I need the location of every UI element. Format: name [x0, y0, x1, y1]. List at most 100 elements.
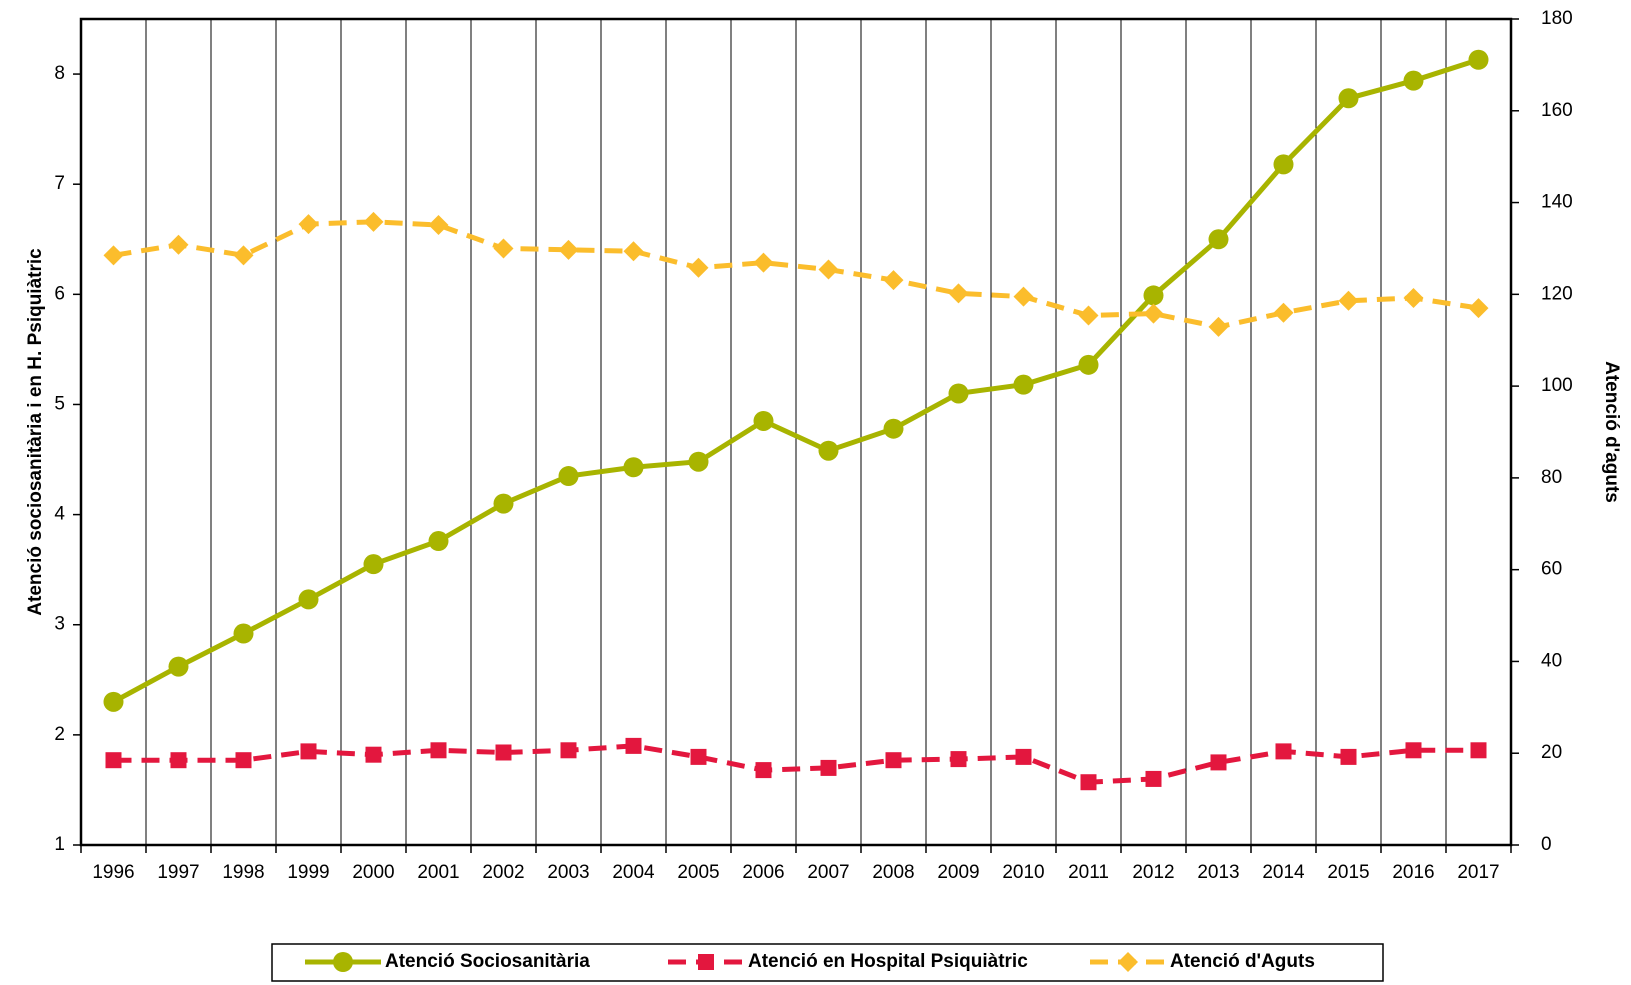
point [363, 554, 384, 575]
point [753, 252, 774, 273]
point [558, 239, 579, 260]
legend-marker [698, 954, 714, 970]
series-line [113, 219, 1479, 330]
x-tick-label: 1999 [287, 862, 329, 883]
point [233, 623, 254, 644]
x-tick-label: 2004 [612, 862, 655, 883]
x-tick-label: 2006 [742, 862, 784, 883]
y2-tick-label: 100 [1541, 375, 1573, 396]
x-tick-label: 1998 [222, 862, 264, 883]
point [493, 238, 514, 259]
y2-tick-label: 140 [1541, 192, 1573, 213]
point [1468, 49, 1489, 70]
point [883, 270, 904, 291]
y2-axis-title: Atenció d'aguts [1601, 361, 1622, 503]
y2-tick-label: 80 [1541, 467, 1562, 488]
x-tick-label: 2015 [1327, 862, 1369, 883]
point [1208, 229, 1229, 250]
point [1013, 374, 1034, 395]
y2-tick-label: 160 [1541, 100, 1573, 121]
series-line [112, 57, 1480, 705]
point [105, 752, 122, 769]
point [1015, 748, 1032, 765]
legend-marker [1118, 952, 1138, 972]
point [1013, 286, 1034, 307]
point [428, 215, 449, 236]
x-tick-label: 2010 [1002, 862, 1044, 883]
point [820, 759, 837, 776]
x-tick-label: 2017 [1457, 862, 1499, 883]
point [1273, 154, 1294, 175]
x-tick-label: 2012 [1132, 862, 1174, 883]
point [495, 744, 512, 761]
point [688, 451, 709, 472]
point [1275, 743, 1292, 760]
y-tick-label: 5 [54, 393, 65, 414]
point [623, 457, 644, 478]
point [818, 259, 839, 280]
point [560, 742, 577, 759]
y-tick-label: 6 [54, 283, 65, 304]
point [558, 466, 579, 487]
point [298, 589, 319, 610]
y-tick-label: 4 [54, 504, 65, 525]
x-tick-label: 2009 [937, 862, 979, 883]
point [1468, 298, 1489, 319]
point [755, 762, 772, 779]
point [818, 440, 839, 461]
point [1338, 88, 1359, 109]
point [235, 752, 252, 769]
point [950, 751, 967, 768]
legend-marker [333, 952, 353, 972]
point [1340, 748, 1357, 765]
point [428, 531, 449, 552]
legend-box [271, 943, 1384, 982]
point [1470, 742, 1487, 759]
point [1143, 285, 1164, 306]
y-tick-label: 8 [54, 63, 65, 84]
point [103, 691, 124, 712]
x-tick-label: 1997 [157, 862, 199, 883]
point [1143, 303, 1164, 324]
x-tick-label: 2011 [1068, 862, 1109, 883]
y2-tick-label: 120 [1541, 283, 1573, 304]
point [623, 241, 644, 262]
x-tick-label: 2013 [1197, 862, 1239, 883]
point [753, 410, 774, 431]
point [103, 245, 124, 266]
x-tick-label: 1996 [92, 862, 134, 883]
point [1145, 770, 1162, 787]
point [298, 214, 319, 235]
x-tick-label: 2014 [1262, 862, 1305, 883]
y2-tick-label: 20 [1541, 742, 1562, 763]
point [1338, 290, 1359, 311]
point [885, 752, 902, 769]
point [948, 383, 969, 404]
y2-tick-label: 180 [1541, 8, 1573, 29]
point [883, 418, 904, 439]
x-tick-label: 2005 [677, 862, 719, 883]
point [493, 493, 514, 514]
x-tick-label: 2001 [417, 862, 459, 883]
legend-label: Atenció Sociosanitària [385, 951, 590, 972]
point [1078, 305, 1099, 326]
point [688, 257, 709, 278]
y2-tick-label: 0 [1541, 834, 1552, 855]
y-tick-label: 2 [54, 724, 65, 745]
plot-frame [79, 17, 1513, 847]
y-tick-label: 3 [54, 614, 65, 635]
legend-label: Atenció en Hospital Psiquiàtric [748, 951, 1028, 972]
point [1080, 774, 1097, 791]
point [1403, 288, 1424, 309]
y-tick-label: 1 [54, 834, 65, 855]
y2-tick-label: 40 [1541, 650, 1562, 671]
point [948, 283, 969, 304]
x-tick-label: 2016 [1392, 862, 1434, 883]
point [1273, 302, 1294, 323]
point [1078, 354, 1099, 375]
point [1403, 70, 1424, 91]
point [170, 752, 187, 769]
y2-tick-label: 60 [1541, 559, 1562, 580]
